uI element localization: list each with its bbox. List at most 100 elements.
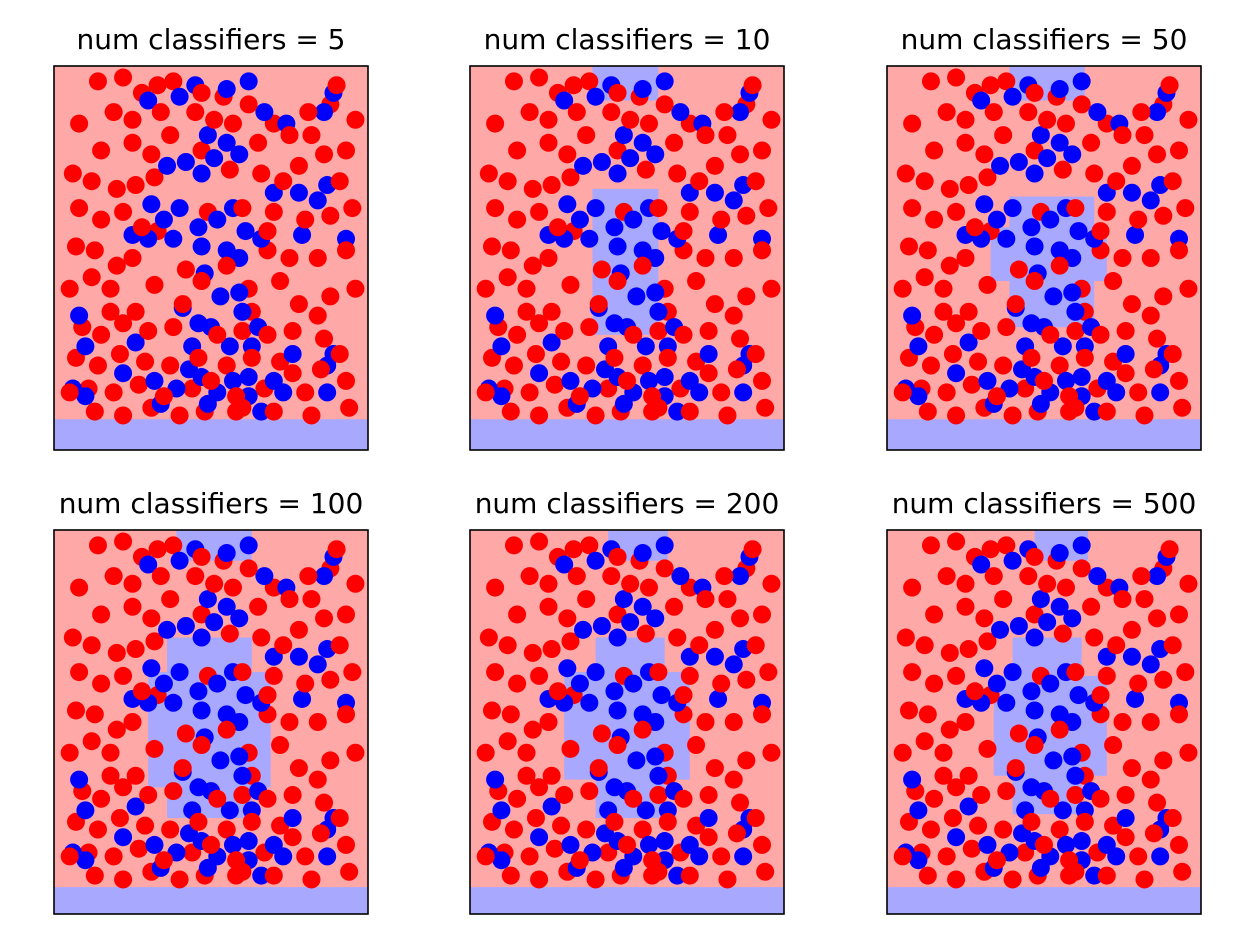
data-point-red [129, 375, 148, 394]
data-point-red [1170, 371, 1189, 390]
data-point-red [699, 828, 718, 847]
data-point-red [570, 387, 589, 406]
data-point-red [1006, 295, 1025, 314]
data-point-red [1025, 83, 1044, 102]
data-point-red [523, 256, 542, 275]
subplot-title: num classifiers = 5 [77, 23, 346, 56]
data-point-red [217, 356, 236, 375]
data-point-red [242, 348, 261, 367]
data-point-red [315, 329, 334, 348]
data-point-red [608, 83, 627, 102]
data-point-red [1144, 824, 1163, 843]
data-point-red [674, 789, 693, 808]
data-point-red [258, 325, 277, 344]
data-point-red [176, 260, 195, 279]
data-point-red [724, 713, 743, 731]
data-point-red [539, 574, 558, 593]
data-point-blue [170, 87, 189, 106]
data-point-red [762, 574, 781, 593]
data-point-red [552, 816, 571, 835]
data-point-red [649, 862, 668, 881]
data-point-red [753, 705, 772, 724]
data-point-red [577, 820, 596, 839]
data-point-red [154, 851, 173, 870]
data-point-red [984, 567, 1003, 586]
data-point-red [60, 743, 79, 762]
data-point-red [504, 820, 523, 839]
data-point-red [1066, 862, 1085, 881]
data-point-red [205, 574, 224, 593]
data-point-blue [236, 686, 255, 705]
data-point-red [994, 356, 1013, 375]
data-point-red [731, 145, 750, 164]
data-point-blue [211, 287, 230, 306]
data-point-red [164, 318, 183, 337]
data-point-blue [223, 371, 242, 390]
data-point-red [561, 168, 580, 187]
data-point-red [170, 406, 189, 425]
data-point-red [1041, 325, 1060, 344]
data-point-red [308, 713, 327, 731]
data-point-blue [70, 306, 89, 325]
data-point-red [1066, 321, 1085, 340]
data-point-blue [699, 809, 718, 827]
data-point-red [302, 870, 321, 889]
data-point-red [202, 371, 220, 390]
data-point-red [1163, 345, 1182, 363]
data-point-blue [1066, 766, 1085, 785]
data-point-blue [1009, 617, 1028, 635]
data-point-red [501, 402, 520, 421]
data-point-blue [624, 674, 643, 693]
data-point-red [915, 268, 934, 287]
data-point-red [148, 540, 167, 559]
data-point-blue [646, 145, 665, 164]
data-point-red [126, 176, 145, 195]
data-point-blue [318, 383, 337, 402]
data-point-red [580, 782, 599, 801]
data-point-red [589, 295, 608, 314]
data-point-red [151, 103, 170, 122]
data-point-blue [70, 770, 89, 789]
data-point-blue [145, 371, 164, 390]
data-point-red [1113, 590, 1132, 609]
data-point-red [1163, 636, 1182, 655]
data-point-red [1141, 249, 1160, 267]
data-point-red [217, 256, 236, 275]
data-point-blue [192, 701, 211, 720]
data-point-blue [1003, 551, 1022, 570]
data-point-blue [126, 333, 145, 352]
data-point-red [1107, 172, 1126, 191]
data-point-red [753, 241, 772, 260]
data-point-red [264, 202, 283, 221]
data-point-red [959, 640, 978, 659]
data-point-blue [289, 647, 308, 666]
data-point-red [508, 325, 527, 344]
data-point-red [1072, 559, 1091, 578]
data-point-blue [164, 229, 183, 248]
data-point-red [762, 110, 781, 129]
data-point-blue [1050, 133, 1069, 152]
data-point-red [705, 295, 724, 314]
data-point-blue [1085, 402, 1104, 421]
data-point-red [962, 375, 981, 394]
data-point-red [164, 536, 183, 555]
data-point-red [1025, 547, 1044, 566]
data-point-red [592, 724, 611, 743]
data-point-red [233, 321, 252, 340]
data-point-red [665, 133, 684, 152]
data-point-red [1129, 383, 1148, 402]
data-point-red [943, 809, 962, 827]
data-point-red [173, 295, 192, 314]
data-point-red [893, 847, 912, 866]
data-point-blue [639, 371, 658, 390]
subplot-6: num classifiers = 500 [886, 487, 1202, 915]
data-point-red [918, 241, 937, 260]
data-point-red [956, 713, 975, 731]
data-point-blue [614, 590, 633, 609]
data-point-red [330, 172, 349, 191]
data-point-red [649, 785, 668, 804]
data-point-red [1066, 398, 1085, 417]
data-point-red [762, 279, 781, 298]
data-point-red [1122, 620, 1141, 639]
data-point-red [1141, 306, 1160, 325]
